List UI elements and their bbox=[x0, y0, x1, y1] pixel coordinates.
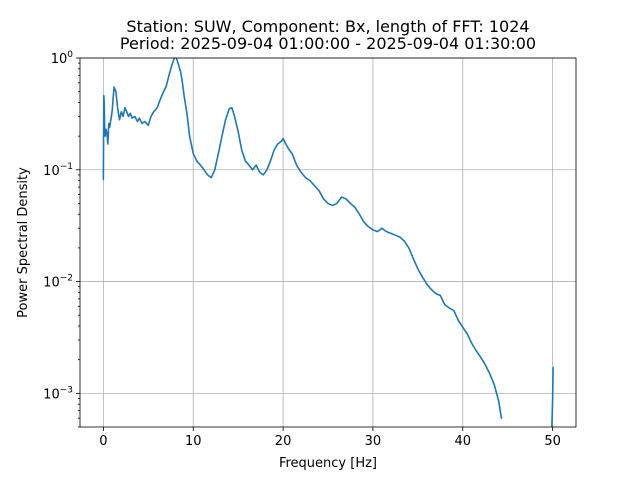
y-axis-label: Power Spectral Density bbox=[16, 167, 31, 318]
x-tick-label: 30 bbox=[365, 434, 382, 449]
y-tick-label: 100 bbox=[51, 50, 74, 67]
x-tick-label: 0 bbox=[99, 434, 107, 449]
psd-series-line bbox=[102, 58, 554, 427]
ticks: 0 10 20 30 40 50 10−3 10−2 10−1 100 bbox=[43, 50, 561, 449]
x-tick-label: 40 bbox=[455, 434, 472, 449]
y-tick-label: 10−2 bbox=[43, 274, 73, 291]
x-axis-label: Frequency [Hz] bbox=[279, 456, 377, 471]
chart-title-line-2: Period: 2025-09-04 01:00:00 - 2025-09-04… bbox=[120, 34, 536, 53]
x-tick-label: 10 bbox=[185, 434, 202, 449]
x-tick-label: 20 bbox=[275, 434, 292, 449]
y-tick-label: 10−3 bbox=[43, 385, 73, 402]
plot-frame bbox=[79, 57, 577, 428]
chart-title-line-1: Station: SUW, Component: Bx, length of F… bbox=[126, 17, 529, 36]
x-tick-label: 50 bbox=[544, 434, 561, 449]
series-group bbox=[102, 58, 554, 427]
y-tick-label: 10−1 bbox=[43, 162, 73, 179]
